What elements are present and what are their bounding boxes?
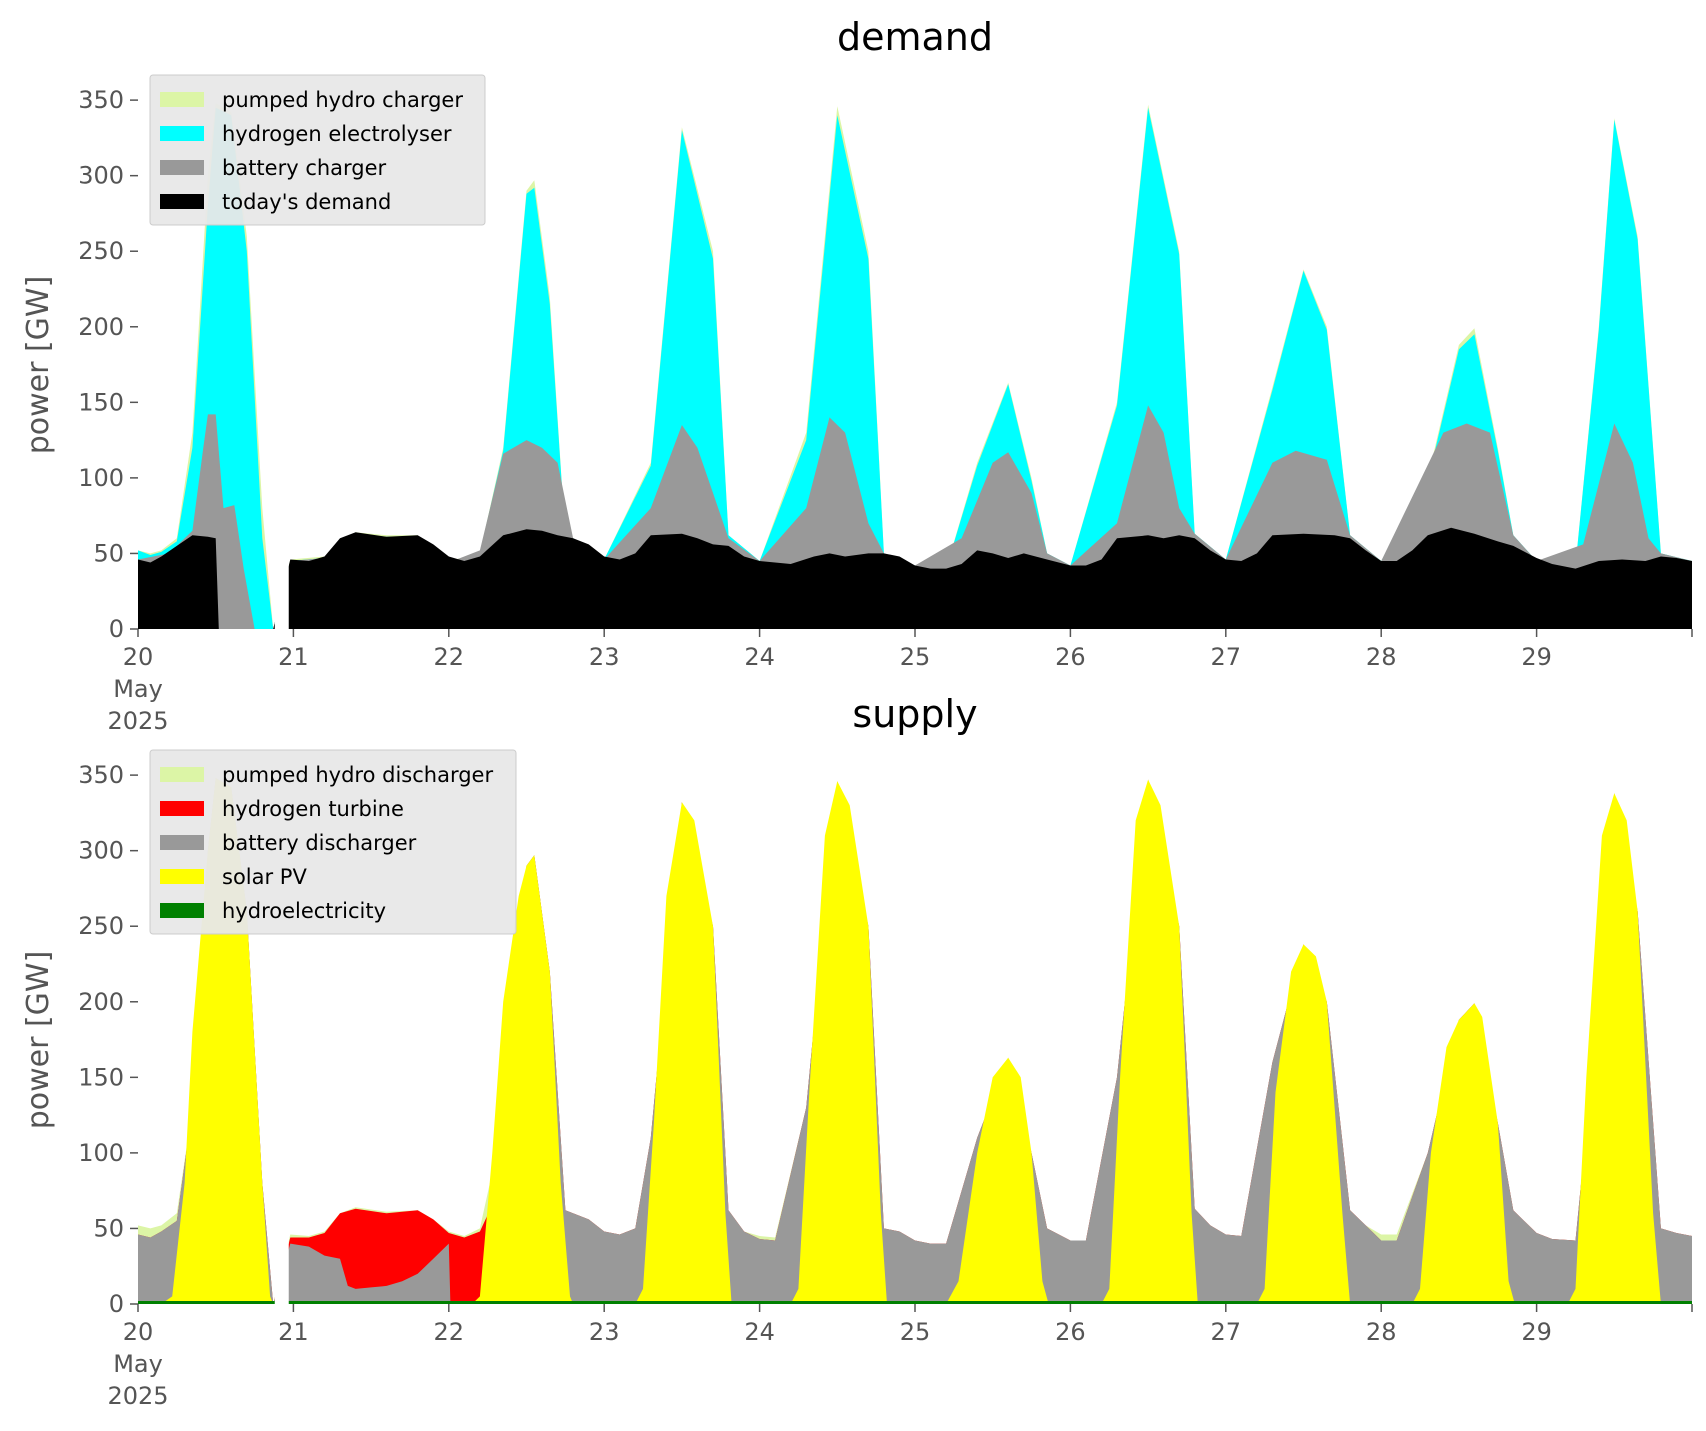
y-tick-label: 50 bbox=[93, 539, 124, 567]
x-tick-sublabel: May bbox=[113, 1350, 163, 1378]
x-tick-label: 28 bbox=[1366, 1318, 1397, 1346]
y-tick-label: 200 bbox=[78, 313, 124, 341]
x-tick-label: 22 bbox=[434, 643, 465, 671]
legend-label: hydroelectricity bbox=[222, 899, 386, 923]
legend-label: battery charger bbox=[222, 156, 387, 180]
x-tick-label: 23 bbox=[589, 1318, 620, 1346]
supply-panel: supply power [GW] 0 50 100 150 200 250 300 350 20 M… bbox=[21, 692, 1693, 1410]
legend-label: today's demand bbox=[222, 190, 391, 214]
y-axis-label: power [GW] bbox=[21, 276, 56, 455]
x-tick-label: 25 bbox=[900, 643, 931, 671]
y-axis-label: power [GW] bbox=[21, 951, 56, 1130]
legend-swatch bbox=[160, 835, 204, 850]
y-tick-label: 0 bbox=[109, 615, 124, 643]
legend-swatch bbox=[160, 126, 204, 141]
legend-swatch bbox=[160, 160, 204, 175]
x-tick-label: 26 bbox=[1055, 1318, 1086, 1346]
y-tick-label: 150 bbox=[78, 388, 124, 416]
y-tick-label: 50 bbox=[93, 1214, 124, 1242]
x-tick-label: 20 bbox=[123, 643, 154, 671]
legend-label: solar PV bbox=[222, 865, 307, 889]
legend-swatch bbox=[160, 194, 204, 209]
legend-label: pumped hydro charger bbox=[222, 88, 463, 112]
y-tick-label: 250 bbox=[78, 912, 124, 940]
x-tick-label: 24 bbox=[744, 643, 775, 671]
x-tick-label: 21 bbox=[278, 1318, 309, 1346]
y-tick-label: 350 bbox=[78, 86, 124, 114]
x-tick-label: 21 bbox=[278, 643, 309, 671]
x-tick-label: 22 bbox=[434, 1318, 465, 1346]
legend-box bbox=[149, 749, 517, 935]
x-tick-label: 29 bbox=[1521, 643, 1552, 671]
x-tick-label: 27 bbox=[1211, 643, 1242, 671]
y-tick-label: 0 bbox=[109, 1290, 124, 1318]
x-tick-sublabel: May bbox=[113, 675, 163, 703]
legend-label: hydrogen electrolyser bbox=[222, 122, 452, 146]
area-solar-pv bbox=[138, 778, 1692, 1304]
chart-title: demand bbox=[837, 15, 993, 59]
legend-swatch bbox=[160, 92, 204, 107]
x-tick-label: 23 bbox=[589, 643, 620, 671]
legend-label: hydrogen turbine bbox=[222, 797, 404, 821]
x-tick-label: 20 bbox=[123, 1318, 154, 1346]
x-tick-label: 29 bbox=[1521, 1318, 1552, 1346]
y-tick-label: 200 bbox=[78, 988, 124, 1016]
chart-title: supply bbox=[852, 692, 977, 736]
y-tick-label: 100 bbox=[78, 1139, 124, 1167]
y-tick-label: 100 bbox=[78, 464, 124, 492]
x-tick-sublabel: 2025 bbox=[107, 1382, 168, 1410]
area-today-s-demand bbox=[138, 527, 1692, 629]
demand-panel: demand power [GW] 0 50 100 150 200 250 300 350 20 M… bbox=[21, 15, 1693, 735]
legend-swatch bbox=[160, 903, 204, 918]
legend-swatch bbox=[160, 869, 204, 884]
x-tick-label: 24 bbox=[744, 1318, 775, 1346]
y-tick-label: 300 bbox=[78, 837, 124, 865]
legend-swatch bbox=[160, 801, 204, 816]
legend-label: pumped hydro discharger bbox=[222, 763, 493, 787]
area-hydroelectricity bbox=[138, 1301, 1692, 1304]
legend-swatch bbox=[160, 767, 204, 782]
y-tick-label: 250 bbox=[78, 237, 124, 265]
x-tick-label: 26 bbox=[1055, 643, 1086, 671]
legend-box bbox=[149, 74, 486, 226]
y-tick-label: 300 bbox=[78, 162, 124, 190]
legend-label: battery discharger bbox=[222, 831, 417, 855]
x-tick-sublabel: 2025 bbox=[107, 707, 168, 735]
y-tick-label: 350 bbox=[78, 761, 124, 789]
x-tick-label: 25 bbox=[900, 1318, 931, 1346]
x-tick-label: 27 bbox=[1211, 1318, 1242, 1346]
y-tick-label: 150 bbox=[78, 1063, 124, 1091]
x-tick-label: 28 bbox=[1366, 643, 1397, 671]
